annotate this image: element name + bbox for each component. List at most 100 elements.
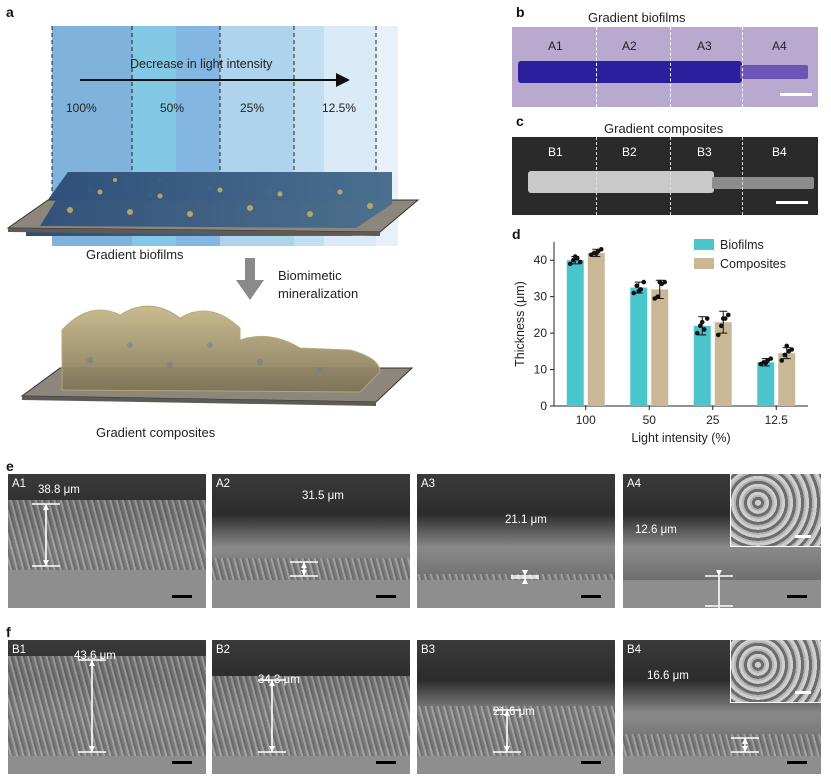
sem-inset xyxy=(730,474,821,547)
thickness-marker xyxy=(290,561,318,577)
thickness-marker xyxy=(731,737,759,753)
sem-image-b3: B3 21.6 μm xyxy=(417,640,615,774)
segment-a1: A1 xyxy=(548,39,563,53)
thickness-marker xyxy=(258,679,286,753)
data-point xyxy=(657,279,663,285)
data-point xyxy=(720,316,726,321)
sem-image-a4: A4 12.6 μm xyxy=(623,474,821,608)
data-point xyxy=(784,343,790,349)
data-point xyxy=(631,290,637,296)
data-point xyxy=(636,288,642,294)
bar-biofilms-100 xyxy=(566,260,584,406)
panel-a-illustration xyxy=(6,26,420,406)
scale-bar xyxy=(581,595,601,598)
sem-image-b4: B4 16.6 μm xyxy=(623,640,821,774)
segment-a2: A2 xyxy=(622,39,637,53)
thickness-marker xyxy=(705,570,733,608)
bar-composites-12.5 xyxy=(778,353,796,406)
bar-composites-50 xyxy=(651,289,669,406)
data-point xyxy=(768,356,774,361)
sem-image-b1: B1 43.6 μm xyxy=(8,640,206,774)
thickness-marker xyxy=(493,709,521,753)
scale-bar xyxy=(376,761,396,764)
panel-f-label: f xyxy=(6,624,11,640)
thickness-value: 38.8 μm xyxy=(38,484,80,496)
panel-a-label: a xyxy=(6,4,14,20)
segment-b2: B2 xyxy=(622,145,637,159)
thickness-value: 43.6 μm xyxy=(74,650,116,662)
sem-id-label: A4 xyxy=(627,478,642,490)
legend-label-biofilms: Biofilms xyxy=(720,238,764,252)
data-point xyxy=(701,327,707,332)
panel-b-label: b xyxy=(516,4,525,20)
sem-id-label: B1 xyxy=(12,644,27,656)
data-point xyxy=(782,352,788,358)
thickness-value: 16.6 μm xyxy=(647,670,689,682)
data-point xyxy=(718,323,724,329)
intensity-50: 50% xyxy=(160,101,185,115)
segment-b4: B4 xyxy=(772,145,787,159)
panel-e-label: e xyxy=(6,458,14,474)
thickness-chart: 0 10 20 30 40 Thickness (μm) Light intensity (… xyxy=(513,238,808,445)
sem-id-label: B4 xyxy=(627,644,642,656)
data-point xyxy=(641,279,647,285)
sem-id-label: A2 xyxy=(216,478,231,490)
thickness-value: 21.6 μm xyxy=(493,706,535,718)
segment-a3: A3 xyxy=(697,39,712,53)
data-point xyxy=(697,323,703,329)
data-point xyxy=(577,259,583,265)
x-tick-label: 25 xyxy=(706,413,720,427)
scale-bar xyxy=(172,761,192,764)
legend-label-composites: Composites xyxy=(720,257,786,271)
sem-id-label: A1 xyxy=(12,478,27,490)
data-point xyxy=(694,330,700,336)
bar-biofilms-50 xyxy=(630,287,648,406)
intensity-25: 25% xyxy=(240,101,265,115)
thickness-value: 31.5 μm xyxy=(302,490,344,502)
x-axis-label: Light intensity (%) xyxy=(631,431,730,445)
intensity-100: 100% xyxy=(66,101,97,115)
panel-c-label: c xyxy=(516,113,524,129)
panel-c-title: Gradient composites xyxy=(604,121,724,136)
sem-inset xyxy=(730,640,821,703)
panel-b-title: Gradient biofilms xyxy=(588,10,686,25)
thickness-value: 12.6 μm xyxy=(635,524,677,536)
thickness-marker xyxy=(78,659,106,753)
y-tick-label: 30 xyxy=(534,290,548,304)
sem-image-b2: B2 34.3 μm xyxy=(212,640,410,774)
sem-id-label: B2 xyxy=(216,644,231,656)
scale-bar xyxy=(780,93,812,96)
sem-id-label: B3 xyxy=(421,644,436,656)
sem-image-a1: A1 38.8 μm xyxy=(8,474,206,608)
scale-bar xyxy=(787,595,807,598)
y-tick-label: 0 xyxy=(540,399,547,413)
process-label-1: Biomimetic xyxy=(278,268,342,283)
panel-d-label: d xyxy=(512,226,521,242)
process-label-2: mineralization xyxy=(278,286,359,301)
sem-image-a3: A3 21.1 μm xyxy=(417,474,615,608)
data-point xyxy=(593,251,599,256)
segment-b3: B3 xyxy=(697,145,712,159)
biofilm-photo xyxy=(512,27,818,107)
scale-bar xyxy=(776,201,808,204)
x-tick-label: 100 xyxy=(576,413,596,427)
data-point xyxy=(789,347,795,352)
thickness-value: 21.1 μm xyxy=(505,514,547,526)
x-tick-label: 12.5 xyxy=(765,413,789,427)
segment-b1: B1 xyxy=(548,145,563,159)
intensity-12-5: 12.5% xyxy=(322,101,357,115)
thickness-marker xyxy=(511,570,539,584)
scale-bar xyxy=(376,595,396,598)
biofilm-caption: Gradient biofilms xyxy=(86,247,184,262)
legend-swatch-composites xyxy=(694,258,714,269)
data-point xyxy=(704,316,710,321)
sem-id-label: A3 xyxy=(421,478,436,490)
data-point xyxy=(567,261,573,267)
bar-biofilms-12.5 xyxy=(757,362,775,406)
y-tick-label: 20 xyxy=(534,326,548,340)
scale-bar xyxy=(581,761,601,764)
composite-caption: Gradient composites xyxy=(96,425,216,440)
y-tick-label: 40 xyxy=(534,253,548,267)
data-point xyxy=(779,358,785,363)
legend-swatch-biofilms xyxy=(694,239,714,250)
